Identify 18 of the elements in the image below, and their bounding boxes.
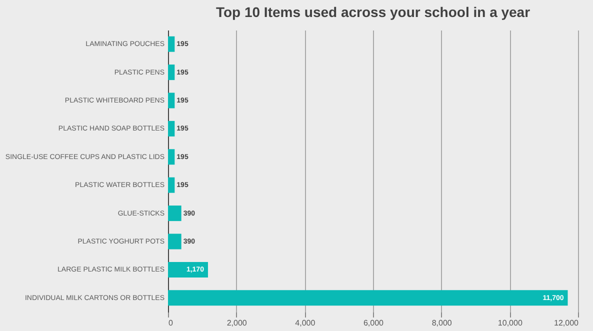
x-tick-label: 4,000 <box>295 318 316 328</box>
x-tick-label: 12,000 <box>554 318 580 328</box>
bar <box>168 64 175 80</box>
x-tick-label: 2,000 <box>226 318 248 328</box>
bar <box>168 177 175 193</box>
bar <box>168 36 175 52</box>
x-tick-label: 0 <box>168 318 174 328</box>
bar <box>168 262 208 278</box>
bar <box>168 206 182 222</box>
chart-title: Top 10 Items used across your school in a year <box>216 4 531 20</box>
bar <box>168 290 568 306</box>
bar <box>168 234 182 250</box>
x-tick-label: 6,000 <box>363 318 384 328</box>
bar <box>168 149 175 165</box>
bar <box>168 120 175 136</box>
bar <box>168 92 175 108</box>
x-tick-label: 10,000 <box>498 318 523 328</box>
x-tick-label: 8,000 <box>432 318 452 328</box>
